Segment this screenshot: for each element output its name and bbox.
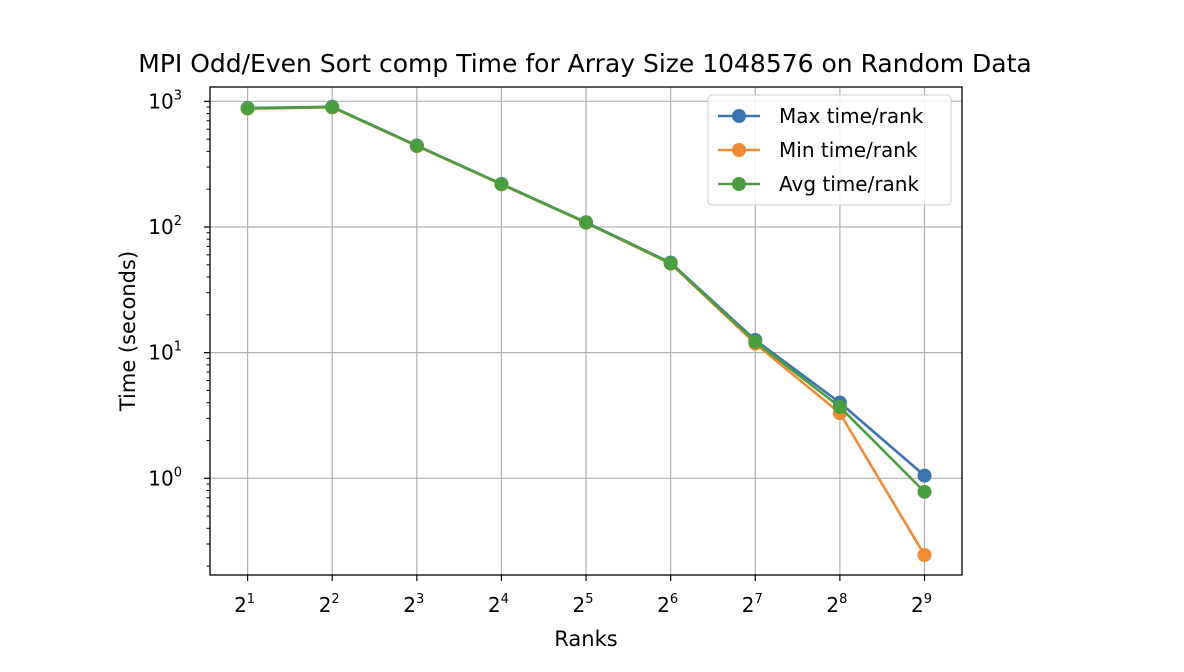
- x-tick-label-exponent: 3: [416, 592, 424, 607]
- data-point: [917, 484, 932, 499]
- x-tick-label-base: 2: [403, 593, 416, 617]
- y-axis-label: Time (seconds): [116, 251, 140, 412]
- y-tick-label-base: 10: [148, 466, 173, 490]
- x-tick-label: 27: [742, 592, 763, 617]
- y-tick-label: 103: [148, 88, 182, 113]
- x-tick-label: 21: [234, 592, 255, 617]
- y-tick-label-base: 10: [148, 215, 173, 239]
- legend-box: [707, 94, 952, 206]
- y-tick-label-base: 10: [148, 341, 173, 365]
- x-tick-label: 22: [319, 592, 340, 617]
- data-point: [917, 548, 932, 563]
- data-point: [579, 215, 594, 230]
- legend-label: Avg time/rank: [779, 172, 919, 196]
- x-tick-label-exponent: 5: [585, 592, 593, 607]
- y-tick-label-exponent: 2: [174, 214, 182, 229]
- x-tick-label: 29: [911, 592, 932, 617]
- x-tick-label-exponent: 4: [501, 592, 509, 607]
- legend-label: Max time/rank: [779, 104, 924, 128]
- y-tick-label: 100: [148, 465, 182, 490]
- x-tick-label-base: 2: [573, 593, 586, 617]
- x-tick-label: 28: [826, 592, 847, 617]
- data-point: [494, 177, 509, 192]
- x-axis-label: Ranks: [554, 627, 617, 651]
- data-point: [409, 138, 424, 153]
- data-point: [832, 399, 847, 414]
- x-tick-label-base: 2: [911, 593, 924, 617]
- legend-label: Min time/rank: [779, 138, 918, 162]
- legend: Max time/rank Min time/rank Avg time/rank: [707, 94, 952, 206]
- data-point: [325, 100, 340, 115]
- x-tick-label: 26: [657, 592, 678, 617]
- x-tick-label: 24: [488, 592, 509, 617]
- x-tick-label-exponent: 1: [247, 592, 255, 607]
- data-point: [748, 334, 763, 349]
- data-point: [240, 101, 255, 116]
- x-tick-label: 23: [403, 592, 424, 617]
- y-tick-label: 101: [148, 340, 182, 365]
- legend-marker: [732, 177, 746, 191]
- series-group: [240, 99, 932, 563]
- data-point: [917, 468, 932, 483]
- y-tick-label-exponent: 3: [174, 88, 182, 103]
- x-tick-label-base: 2: [657, 593, 670, 617]
- x-tick-label-exponent: 8: [839, 592, 847, 607]
- legend-marker: [732, 109, 746, 123]
- x-tick-label-exponent: 7: [755, 592, 763, 607]
- x-tick-label-base: 2: [742, 593, 755, 617]
- x-tick-label-base: 2: [319, 593, 332, 617]
- x-tick-label-base: 2: [826, 593, 839, 617]
- legend-marker: [732, 143, 746, 157]
- y-tick-label: 102: [148, 214, 182, 239]
- chart-title: MPI Odd/Even Sort comp Time for Array Si…: [138, 49, 1031, 78]
- x-tick-label: 25: [573, 592, 594, 617]
- x-tick-label-exponent: 9: [924, 592, 932, 607]
- x-tick-label-exponent: 2: [331, 592, 339, 607]
- y-tick-label-exponent: 1: [174, 340, 182, 355]
- x-tick-label-exponent: 6: [670, 592, 678, 607]
- x-tick-label-base: 2: [488, 593, 501, 617]
- x-tick-label-base: 2: [234, 593, 247, 617]
- y-tick-label-base: 10: [148, 89, 173, 113]
- y-tick-label-exponent: 0: [174, 465, 182, 480]
- data-point: [663, 256, 678, 271]
